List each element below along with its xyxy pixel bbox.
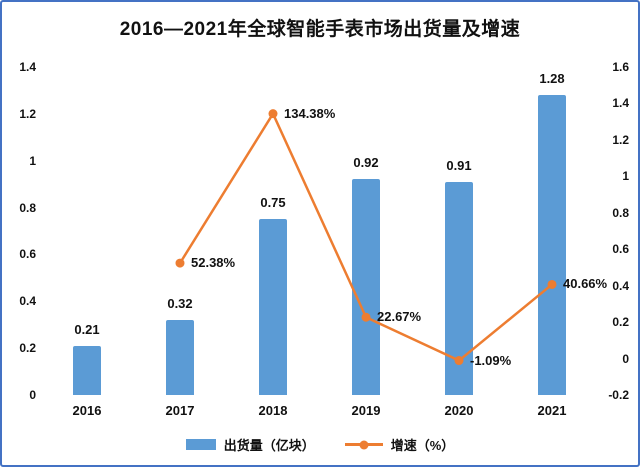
line-marker [175,258,185,268]
bar [445,181,473,395]
chart-title: 2016—2021年全球智能手表市场出货量及增速 [119,19,521,40]
x-axis-label: 2019 [351,403,381,418]
bar [259,219,287,395]
y-axis-tick-left: 0.4 [19,294,36,309]
bar-value-label: 1.28 [539,71,565,87]
x-axis-label: 2016 [72,403,102,418]
bar [352,179,380,395]
bar-value-label: 0.32 [167,296,193,312]
y-axis-tick-right: 0.2 [612,315,629,330]
y-axis-tick-left: 0.8 [19,200,36,215]
x-axis-label: 2018 [258,403,288,418]
y-axis-tick-right: 1 [622,169,629,184]
bar-series-swatch [185,439,216,450]
y-axis-tick-right: 0.4 [612,278,629,293]
bar-value-label: 0.92 [353,155,379,171]
y-axis-tick-left: 1.4 [19,60,36,74]
growth-value-label: 134.38% [284,105,336,121]
bar-value-label: 0.75 [260,195,286,211]
legend-item-shipments: 出货量（亿块） [185,435,315,454]
x-axis-label: 2021 [537,403,567,418]
growth-value-label: 22.67% [377,309,422,325]
legend-item-growth: 增速（%） [344,435,455,454]
y-axis-tick-right: 0 [622,351,629,366]
growth-value-label: 40.66% [563,276,608,292]
bar [73,345,101,395]
line-marker-icon [359,440,369,449]
y-axis-tick-right: 0.6 [612,242,629,257]
y-axis-tick-left: 0.2 [19,341,36,356]
legend: 出货量（亿块） 增速（%） [2,435,638,454]
growth-value-label: 52.38% [191,255,236,271]
y-axis-tick-right: 0.8 [612,205,629,220]
bar [166,320,194,395]
bar-value-label: 0.91 [446,157,472,173]
line-marker [268,109,278,119]
y-axis-tick-right: -0.2 [608,388,629,402]
legend-label-growth: 增速（%） [390,438,455,453]
y-axis-tick-right: 1.6 [612,60,629,74]
y-axis-tick-left: 1 [29,153,36,168]
bar [538,95,566,395]
legend-label-shipments: 出货量（亿块） [223,438,315,453]
y-axis-tick-right: 1.2 [612,132,629,147]
y-axis-tick-right: 1.4 [612,96,629,111]
growth-value-label: -1.09% [470,352,512,368]
y-axis-tick-left: 1.2 [19,106,36,121]
line-series-swatch [344,440,383,449]
bar-value-label: 0.21 [74,321,100,337]
x-axis-label: 2020 [444,403,474,418]
y-axis-tick-left: 0.6 [19,247,36,262]
x-axis-label: 2017 [165,403,195,418]
y-axis-tick-left: 0 [29,388,36,402]
